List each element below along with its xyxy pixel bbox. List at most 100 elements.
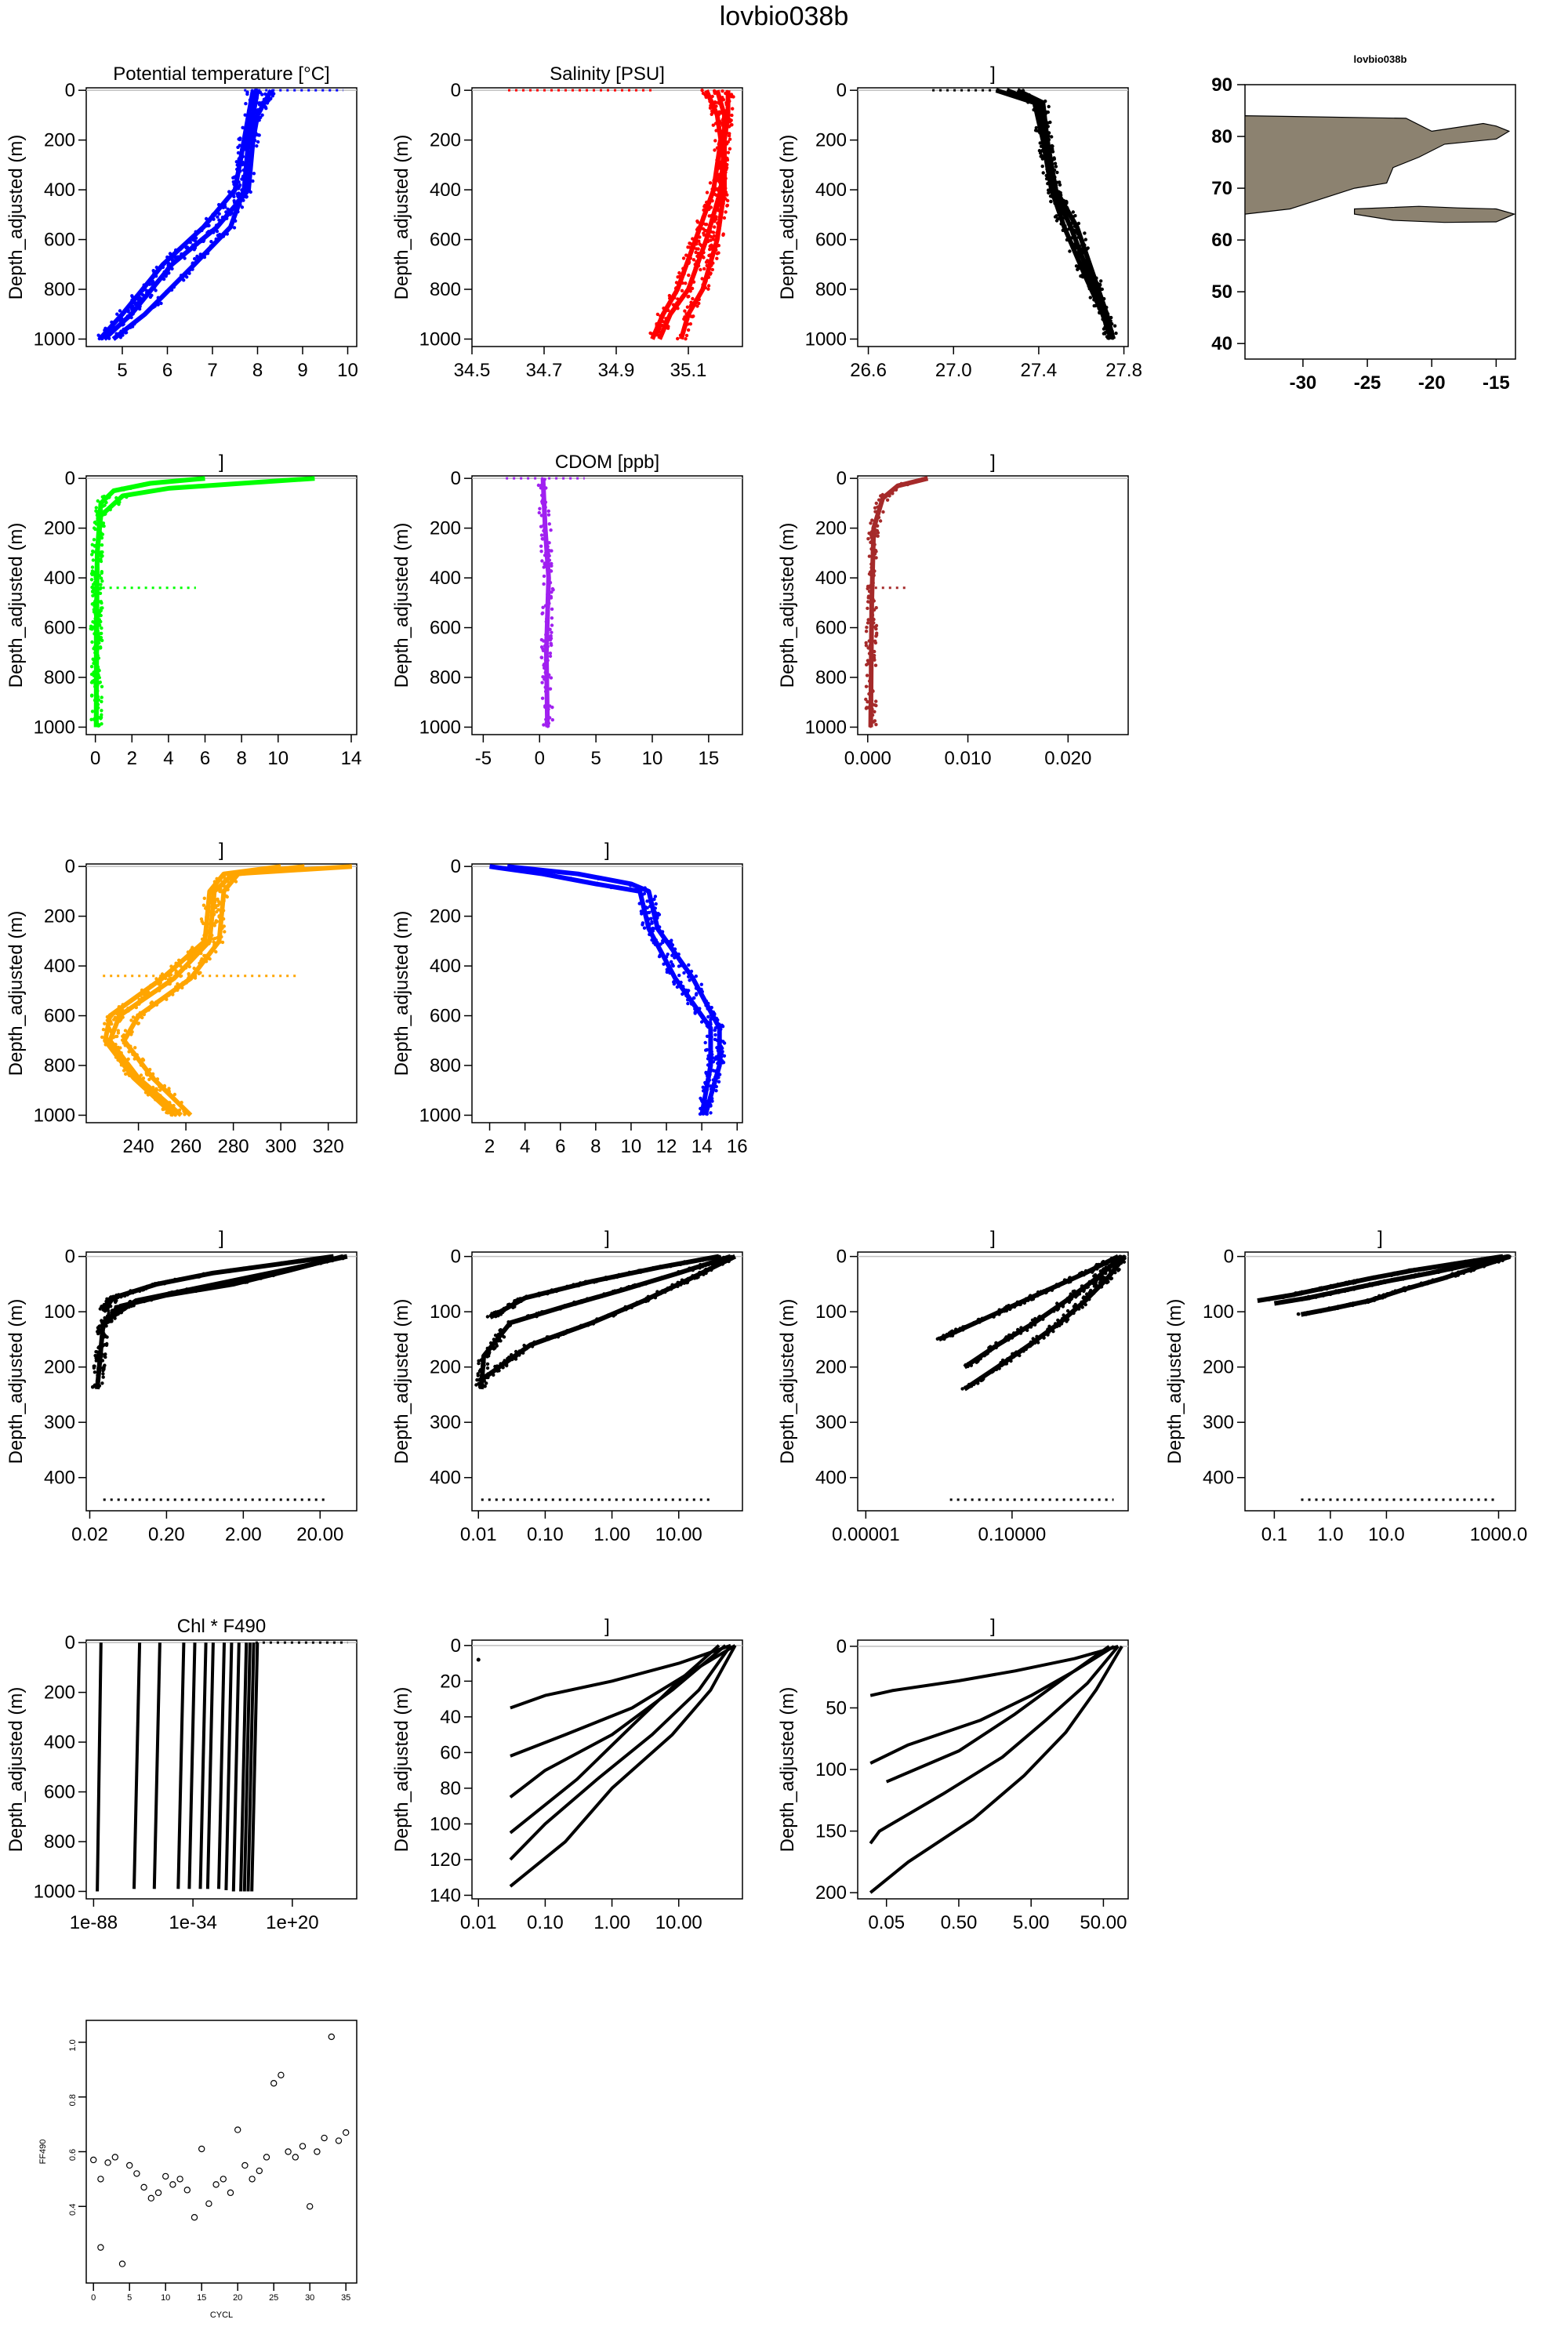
x-tick-label: 0.02: [71, 1524, 108, 1545]
chart-title: ]: [219, 840, 224, 861]
data-point: [1010, 1336, 1014, 1340]
data-point: [694, 250, 698, 255]
data-point: [639, 1299, 644, 1303]
data-point: [98, 1361, 103, 1365]
data-point: [728, 137, 732, 141]
data-point: [96, 665, 100, 669]
data-point: [97, 2244, 104, 2251]
data-point: [1439, 1265, 1443, 1269]
data-point: [1429, 1266, 1434, 1270]
x-tick-label: 1e-88: [70, 1912, 118, 1933]
data-point: [1062, 1316, 1067, 1320]
chart-ed490: ]0.00001 0.100000100200300400Depth_adjust…: [777, 1228, 1129, 1545]
data-point: [241, 154, 245, 158]
x-tick-label: 5.00: [1013, 1912, 1050, 1933]
data-point: [1107, 1274, 1111, 1279]
data-point: [677, 973, 681, 978]
x-axis-label: CYCL: [210, 2310, 233, 2320]
data-point: [222, 875, 227, 879]
data-point: [1080, 254, 1084, 259]
y-axis-label: Depth_adjusted (m): [5, 1299, 27, 1465]
data-point: [1052, 1325, 1056, 1330]
data-point: [1296, 1291, 1301, 1295]
data-point: [1387, 1292, 1391, 1297]
data-point: [217, 202, 221, 207]
data-point: [485, 1355, 489, 1359]
data-point: [1485, 1256, 1489, 1261]
data-point: [92, 1364, 96, 1368]
x-tick-label: 1000.0: [1470, 1524, 1527, 1545]
data-point: [1355, 1280, 1359, 1284]
x-tick-label: 0.10: [527, 1524, 564, 1545]
data-point: [601, 1294, 604, 1298]
data-point: [595, 881, 600, 886]
data-point: [1098, 1281, 1102, 1285]
data-point: [729, 93, 734, 96]
series-line: [963, 1254, 1123, 1370]
data-point: [1065, 205, 1069, 210]
data-point: [541, 1310, 545, 1314]
data-point: [254, 108, 258, 113]
data-point: [550, 549, 554, 553]
data-point: [545, 699, 549, 703]
data-point: [1065, 220, 1070, 223]
data-point: [695, 992, 699, 996]
data-point: [129, 325, 132, 329]
data-point: [505, 1306, 510, 1311]
data-point: [541, 485, 545, 489]
data-point: [100, 699, 103, 704]
data-point: [111, 1036, 115, 1040]
data-point: [143, 482, 148, 486]
data-point: [1025, 1326, 1029, 1330]
data-point: [713, 1025, 717, 1030]
data-point: [1336, 1305, 1340, 1308]
data-point: [1111, 1259, 1116, 1264]
data-point: [199, 1273, 203, 1277]
data-point: [235, 167, 239, 172]
data-point: [503, 1362, 507, 1367]
plot-area: [89, 2033, 350, 2267]
data-point: [1043, 114, 1047, 118]
data-point: [691, 258, 696, 262]
data-point: [147, 2194, 154, 2202]
x-tick-label: 0.020: [1044, 748, 1091, 769]
data-point: [235, 163, 239, 167]
data-point: [647, 1297, 651, 1301]
data-point: [703, 1040, 707, 1045]
data-point: [1118, 1255, 1122, 1259]
data-point: [205, 918, 209, 922]
data-point: [295, 1265, 299, 1269]
y-axis-label: Depth_adjusted (m): [391, 1299, 412, 1465]
data-point: [102, 334, 107, 339]
data-point: [983, 1316, 988, 1320]
data-point: [702, 208, 706, 212]
x-tick-label: 1.00: [593, 1912, 630, 1933]
data-point: [706, 239, 710, 243]
data-point: [678, 960, 682, 964]
data-point: [199, 951, 203, 956]
y-tick-label: 0.6: [68, 2149, 78, 2161]
data-point: [200, 920, 204, 924]
data-point: [231, 193, 235, 197]
data-point: [222, 897, 226, 902]
data-point: [1457, 1261, 1461, 1265]
data-point: [712, 234, 717, 238]
data-point: [1029, 1294, 1033, 1298]
data-point: [179, 247, 183, 251]
data-point: [206, 902, 210, 906]
data-point: [132, 1022, 136, 1026]
data-point: [96, 1369, 101, 1374]
data-point: [125, 2161, 133, 2169]
data-point: [969, 1384, 974, 1388]
data-point: [125, 1293, 129, 1297]
data-point: [1088, 285, 1092, 290]
data-point: [280, 1269, 284, 1274]
data-point: [171, 1109, 175, 1113]
data-point: [724, 91, 728, 96]
data-point: [524, 1294, 528, 1298]
data-point: [1069, 1279, 1073, 1284]
data-point: [517, 1349, 521, 1353]
data-point: [151, 1076, 155, 1081]
data-point: [156, 303, 160, 307]
data-point: [544, 550, 548, 555]
